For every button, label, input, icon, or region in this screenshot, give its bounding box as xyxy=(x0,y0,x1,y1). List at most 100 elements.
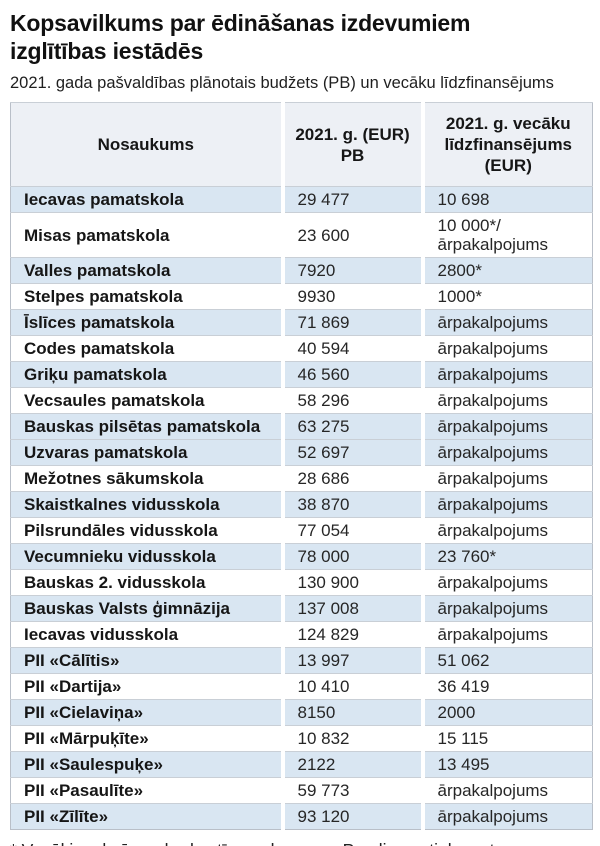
pb-cell: 28 686 xyxy=(280,465,423,492)
parents-cell: ārpakalpojums xyxy=(420,621,593,648)
parents-cell: ārpakalpojums xyxy=(420,491,593,518)
school-name-cell: Codes pamatskola xyxy=(10,335,283,362)
pb-cell: 78 000 xyxy=(280,543,423,570)
pb-cell: 40 594 xyxy=(280,335,423,362)
school-name-cell: Misas pamatskola xyxy=(10,212,283,258)
parents-cell: ārpakalpojums xyxy=(420,439,593,466)
parents-cell: 10 698 xyxy=(420,186,593,213)
page-title-line2: izglītības iestādēs xyxy=(10,38,204,64)
parents-cell: ārpakalpojums xyxy=(420,361,593,388)
table-row: Bauskas pilsētas pamatskola 63 275 ārpak… xyxy=(10,413,593,440)
school-name-cell: PII «Mārpuķīte» xyxy=(10,725,283,752)
parents-cell: ārpakalpojums xyxy=(420,569,593,596)
parents-cell: ārpakalpojums xyxy=(420,413,593,440)
table-row: Bauskas 2. vidusskola 130 900 ārpakalpoj… xyxy=(10,569,593,596)
parents-cell: 10 000*/ ārpakalpojums xyxy=(420,212,593,258)
footnote: * Vecāki maksā par brokastīm un launagu.… xyxy=(10,840,537,846)
school-name-cell: Iecavas pamatskola xyxy=(10,186,283,213)
table-row: Griķu pamatskola 46 560 ārpakalpojums xyxy=(10,361,593,388)
pb-cell: 124 829 xyxy=(280,621,423,648)
table-row: Iecavas vidusskola 124 829 ārpakalpojums xyxy=(10,621,593,648)
pb-cell: 29 477 xyxy=(280,186,423,213)
pb-cell: 7920 xyxy=(280,257,423,284)
school-name-cell: Bauskas 2. vidusskola xyxy=(10,569,283,596)
parents-cell: ārpakalpojums xyxy=(420,387,593,414)
school-name-cell: Valles pamatskola xyxy=(10,257,283,284)
parents-cell: ārpakalpojums xyxy=(420,309,593,336)
school-name-cell: Bauskas Valsts ģimnāzija xyxy=(10,595,283,622)
table-row: Pilsrundāles vidusskola 77 054 ārpakalpo… xyxy=(10,517,593,544)
pb-cell: 93 120 xyxy=(280,803,423,830)
budget-table: Nosaukums 2021. g. (EUR) PB 2021. g. vec… xyxy=(10,102,593,830)
pb-cell: 23 600 xyxy=(280,212,423,258)
table-row: PII «Pasaulīte» 59 773 ārpakalpojums xyxy=(10,777,593,804)
parents-cell: ārpakalpojums xyxy=(420,595,593,622)
school-name-cell: Īslīces pamatskola xyxy=(10,309,283,336)
parents-cell: 51 062 xyxy=(420,647,593,674)
table-row: Mežotnes sākumskola 28 686 ārpakalpojums xyxy=(10,465,593,492)
table-row: PII «Dartija» 10 410 36 419 xyxy=(10,673,593,700)
school-name-cell: Bauskas pilsētas pamatskola xyxy=(10,413,283,440)
table-body: Iecavas pamatskola 29 477 10 698 Misas p… xyxy=(10,186,593,830)
table-row: PII «Saulespuķe» 2122 13 495 xyxy=(10,751,593,778)
table-row: PII «Mārpuķīte» 10 832 15 115 xyxy=(10,725,593,752)
parents-cell: ārpakalpojums xyxy=(420,777,593,804)
pb-cell: 8150 xyxy=(280,699,423,726)
school-name-cell: Vecsaules pamatskola xyxy=(10,387,283,414)
school-name-cell: PII «Dartija» xyxy=(10,673,283,700)
table-row: Iecavas pamatskola 29 477 10 698 xyxy=(10,186,593,213)
school-name-cell: Griķu pamatskola xyxy=(10,361,283,388)
school-name-cell: PII «Saulespuķe» xyxy=(10,751,283,778)
table-row: Stelpes pamatskola 9930 1000* xyxy=(10,283,593,310)
school-name-cell: Stelpes pamatskola xyxy=(10,283,283,310)
pb-cell: 137 008 xyxy=(280,595,423,622)
school-name-cell: Skaistkalnes vidusskola xyxy=(10,491,283,518)
parents-cell: 2800* xyxy=(420,257,593,284)
table-row: PII «Zīlīte» 93 120 ārpakalpojums xyxy=(10,803,593,830)
parents-cell: 36 419 xyxy=(420,673,593,700)
footer: * Vecāki maksā par brokastīm un launagu.… xyxy=(10,839,594,846)
school-name-cell: PII «Cālītis» xyxy=(10,647,283,674)
subtitle: 2021. gada pašvaldības plānotais budžets… xyxy=(10,74,554,92)
pb-cell: 9930 xyxy=(280,283,423,310)
column-header-pb: 2021. g. (EUR) PB xyxy=(280,102,423,187)
table-row: Uzvaras pamatskola 52 697 ārpakalpojums xyxy=(10,439,593,466)
pb-cell: 46 560 xyxy=(280,361,423,388)
parents-cell: 15 115 xyxy=(420,725,593,752)
school-name-cell: Iecavas vidusskola xyxy=(10,621,283,648)
school-name-cell: Pilsrundāles vidusskola xyxy=(10,517,283,544)
school-name-cell: PII «Pasaulīte» xyxy=(10,777,283,804)
table-row: Misas pamatskola 23 600 10 000*/ ārpakal… xyxy=(10,212,593,258)
table-row: Codes pamatskola 40 594 ārpakalpojums xyxy=(10,335,593,362)
table-row: Vecumnieku vidusskola 78 000 23 760* xyxy=(10,543,593,570)
parents-cell: ārpakalpojums xyxy=(420,335,593,362)
parents-cell: ārpakalpojums xyxy=(420,517,593,544)
table-row: Īslīces pamatskola 71 869 ārpakalpojums xyxy=(10,309,593,336)
table-row: PII «Cālītis» 13 997 51 062 xyxy=(10,647,593,674)
pb-cell: 52 697 xyxy=(280,439,423,466)
table-header: Nosaukums 2021. g. (EUR) PB 2021. g. vec… xyxy=(10,102,593,187)
page-title: Kopsavilkums par ēdināšanas izdevumiem i… xyxy=(10,9,591,65)
table-row: Bauskas Valsts ģimnāzija 137 008 ārpakal… xyxy=(10,595,593,622)
pb-cell: 130 900 xyxy=(280,569,423,596)
parents-cell: 23 760* xyxy=(420,543,593,570)
pb-cell: 2122 xyxy=(280,751,423,778)
table-row: Vecsaules pamatskola 58 296 ārpakalpojum… xyxy=(10,387,593,414)
pb-cell: 58 296 xyxy=(280,387,423,414)
table-row: Skaistkalnes vidusskola 38 870 ārpakalpo… xyxy=(10,491,593,518)
parents-cell: 2000 xyxy=(420,699,593,726)
table-row: Valles pamatskola 7920 2800* xyxy=(10,257,593,284)
school-name-cell: Uzvaras pamatskola xyxy=(10,439,283,466)
pb-cell: 38 870 xyxy=(280,491,423,518)
pb-cell: 71 869 xyxy=(280,309,423,336)
column-header-name: Nosaukums xyxy=(10,102,283,187)
parents-cell: ārpakalpojums xyxy=(420,803,593,830)
school-name-cell: Mežotnes sākumskola xyxy=(10,465,283,492)
pb-cell: 10 410 xyxy=(280,673,423,700)
pb-cell: 63 275 xyxy=(280,413,423,440)
school-name-cell: Vecumnieku vidusskola xyxy=(10,543,283,570)
parents-cell: 1000* xyxy=(420,283,593,310)
table-header-row: Nosaukums 2021. g. (EUR) PB 2021. g. vec… xyxy=(10,102,593,187)
pb-cell: 10 832 xyxy=(280,725,423,752)
